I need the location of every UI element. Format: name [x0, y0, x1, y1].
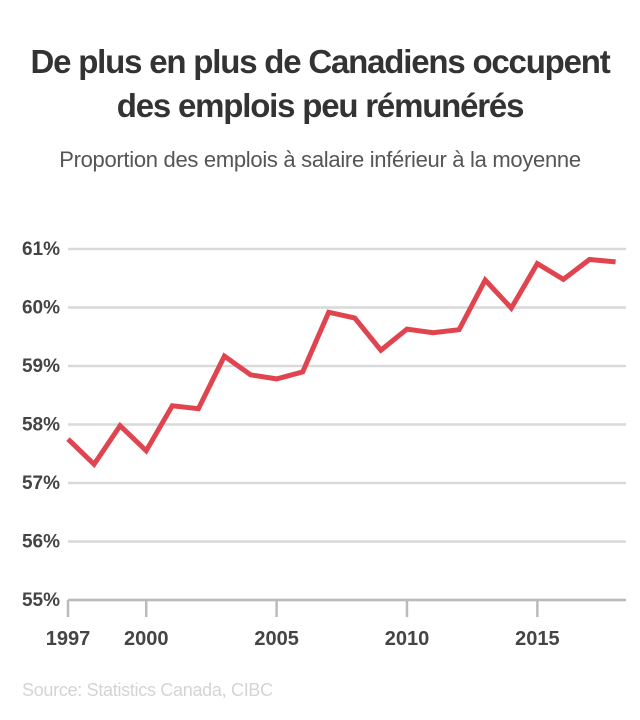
x-tick-label: 2015	[515, 628, 560, 650]
y-tick-label: 60%	[22, 298, 60, 319]
chart-title-line-2: des emplois peu rémunérés	[116, 87, 525, 124]
chart-title-line-1: De plus en plus de Canadiens occupent	[30, 43, 610, 80]
y-tick-label: 55%	[22, 590, 60, 611]
chart-title: De plus en plus de Canadiens occupent de…	[0, 40, 640, 128]
x-tick-label: 1997	[46, 628, 91, 650]
x-tick-label: 2005	[254, 628, 299, 650]
y-tick-label: 56%	[22, 532, 60, 553]
x-tick-label: 2010	[385, 628, 430, 650]
source-note: Source: Statistics Canada, CIBC	[22, 680, 273, 700]
chart-subtitle: Proportion des emplois à salaire inférie…	[59, 147, 581, 172]
series-line	[66, 256, 616, 469]
y-tick-label: 59%	[22, 356, 60, 377]
y-tick-label: 57%	[22, 473, 60, 494]
y-tick-label: 61%	[22, 239, 60, 260]
x-tick-label: 2000	[124, 628, 169, 650]
y-tick-label: 58%	[22, 415, 60, 436]
